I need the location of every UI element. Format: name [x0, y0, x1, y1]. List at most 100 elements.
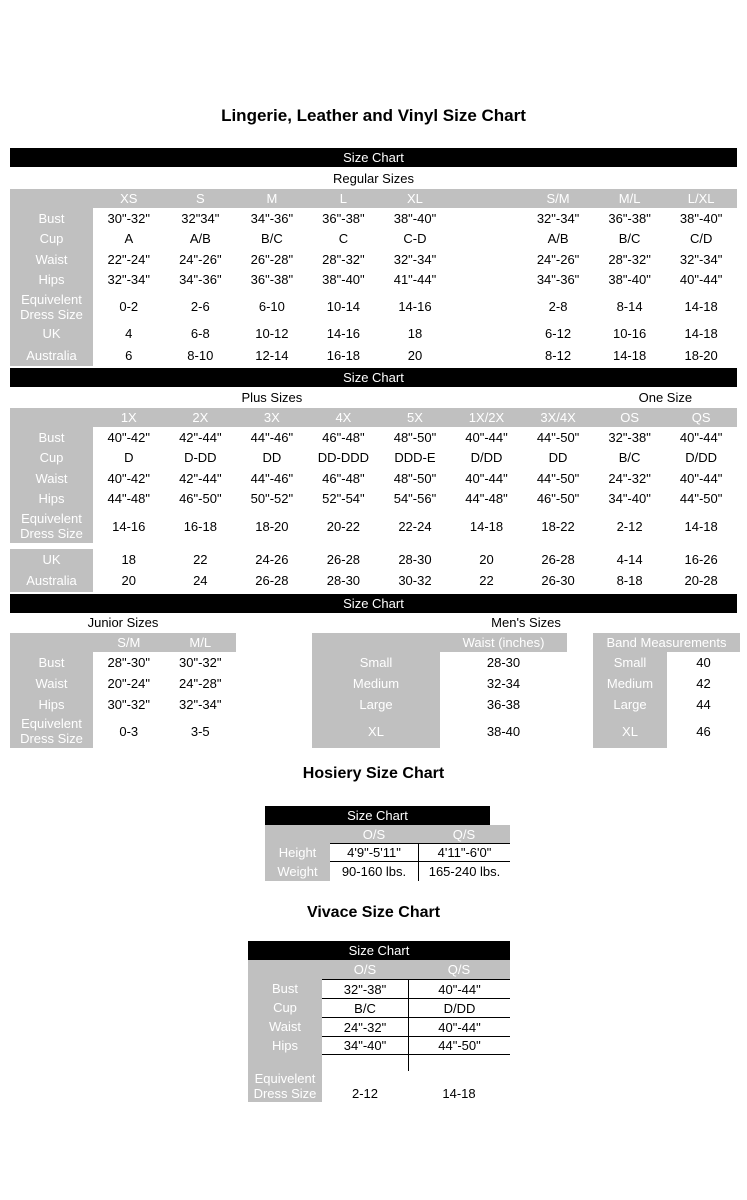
gap-cell [451, 270, 523, 291]
table-cell: 20"-24" [107, 675, 150, 691]
junior-mens-section: Size Chart Junior Sizes Men's Sizes S/M M… [0, 593, 747, 749]
table-cell: 8-14 [616, 299, 643, 314]
junior-mens-tables: S/M M/L Bust 28"-30" 30"-32" Waist 20"-24" 24"-… [10, 632, 747, 749]
table-cell: 26-28 [326, 552, 361, 567]
table-row: Australia 20 24 26-28 28-30 30-32 22 26-30 8-18 2… [10, 570, 737, 592]
table-cell: 44"-50" [536, 429, 580, 445]
table-cell: 32"-34" [107, 272, 151, 288]
row-label: UK [10, 323, 93, 345]
table-cell: DD-DDD [317, 450, 370, 466]
row-label: Large [593, 693, 667, 715]
one-size-subtitle: One Size [638, 390, 693, 405]
table-cell: 44"-50" [408, 1036, 510, 1055]
table-cell: 36"-38" [608, 210, 651, 226]
column-header: XS [93, 189, 165, 208]
table-cell: 10-12 [255, 326, 289, 342]
table-row: Weight 90-160 lbs. 165-240 lbs. [265, 862, 510, 881]
table-cell: 41"-44" [393, 272, 437, 288]
column-header: S [164, 189, 237, 208]
table-cell: 22-24 [398, 518, 432, 534]
gap-cell [567, 694, 593, 715]
table-cell: 38"-40" [608, 272, 651, 288]
row-label: Waist [10, 468, 93, 489]
table-cell: 42 [696, 675, 711, 691]
table-cell: 22 [193, 552, 208, 567]
size-chart-bar: Size Chart [10, 368, 737, 387]
gap-cell [451, 345, 523, 367]
band-header: Band Measurements [593, 632, 740, 652]
row-label: Hips [10, 693, 93, 715]
table-cell: 20-28 [684, 573, 718, 589]
table-row: Bust 40"-42" 42"-44" 44"-46" 46"-48" 48"-50" 4… [10, 427, 737, 448]
table-cell: 6-10 [258, 299, 285, 314]
table-cell: DD [548, 450, 568, 466]
table-cell: 44"-48" [107, 491, 151, 507]
table-cell: 30"-32" [179, 654, 222, 670]
table-cell: B/C [261, 231, 283, 247]
table-cell: 38"-40" [322, 272, 365, 288]
table-cell: 38"-40" [679, 210, 723, 226]
table-cell: 34"-36" [179, 272, 222, 288]
gap-cell [451, 323, 523, 345]
table-row: Waist 20"-24" 24"-28" [10, 672, 236, 694]
titles-spacer [236, 613, 312, 633]
table-cell: 44"-50" [536, 470, 580, 486]
column-header: XL [379, 189, 451, 208]
table-cell: DD [262, 450, 282, 466]
table-cell: 26-28 [255, 573, 289, 589]
table-cell: 4'11"-6'0" [418, 843, 510, 862]
table-cell: C/D [689, 231, 713, 247]
row-label: Waist [10, 672, 93, 694]
table-row: Cup A A/B B/C C C-D A/B B/C C/D [10, 228, 737, 249]
column-header: 3X/4X [522, 408, 594, 427]
table-cell: 46"-48" [322, 429, 365, 445]
table-cell: 46"-50" [179, 491, 222, 507]
table-cell: 46"-48" [322, 470, 365, 486]
gap-cell [567, 715, 593, 749]
row-label: Bust [10, 208, 93, 229]
table-cell: 44 [696, 696, 711, 712]
header-row: 1X 2X 3X 4X 5X 1X/2X 3X/4X OS QS [10, 408, 737, 427]
table-cell: 2-12 [616, 518, 643, 534]
table-cell: 24"-26" [536, 251, 580, 267]
table-cell: 34"-36" [536, 272, 580, 288]
table-cell: 14-18 [684, 299, 718, 314]
gap-cell [567, 673, 593, 694]
table-cell: 34"-36" [250, 210, 294, 226]
table-cell: 10-14 [326, 299, 361, 314]
column-header: S/M [93, 632, 165, 652]
table-row: Bust 30"-32" 32"34" 34"-36" 36"-38" 38"-40" 32… [10, 208, 737, 229]
hosiery-table-wrap: Size Chart O/S Q/S Height 4'9"-5'11" 4'11"-6… [265, 806, 510, 881]
row-label [248, 1055, 322, 1071]
table-cell: B/C [322, 998, 408, 1017]
table-row: Height 4'9"-5'11" 4'11"-6'0" [265, 843, 510, 862]
table-cell: C-D [403, 231, 427, 247]
table-cell: 3-5 [190, 723, 210, 739]
table-cell: 30"-32" [107, 696, 150, 712]
table-cell: 24"-28" [179, 675, 222, 691]
column-header: O/S [330, 825, 418, 843]
table-cell: 20 [407, 347, 423, 363]
table-cell: 28-30 [326, 573, 361, 589]
column-header: Q/S [418, 825, 510, 843]
table-cell: 38"-40" [393, 210, 437, 226]
table-cell: 90-160 lbs. [341, 864, 407, 879]
gap-cell [451, 290, 523, 323]
junior-sizes-table: S/M M/L Bust 28"-30" 30"-32" Waist 20"-24" 24"-… [10, 632, 236, 748]
table-cell: 14-18 [442, 1086, 476, 1101]
table-cell: D/DD [470, 450, 503, 466]
table-cell: 4 [125, 326, 133, 342]
table-cell: 44"-46" [250, 470, 294, 486]
table-cell: 32-34 [486, 675, 521, 691]
gap-cell [322, 1055, 408, 1071]
corner-cell [10, 408, 93, 427]
table-cell: 14-18 [612, 347, 647, 363]
table-cell: 26"-28" [250, 251, 294, 267]
table-cell: 4-14 [616, 552, 643, 567]
table-cell: D [124, 450, 134, 466]
regular-sizes-section: Size Chart Regular Sizes XS S M L XL S/M M/L L/… [0, 148, 747, 366]
corner-cell [312, 632, 440, 652]
table-cell: 18-20 [255, 518, 289, 534]
row-label: Bust [10, 427, 93, 448]
table-cell: 28"-32" [322, 251, 365, 267]
